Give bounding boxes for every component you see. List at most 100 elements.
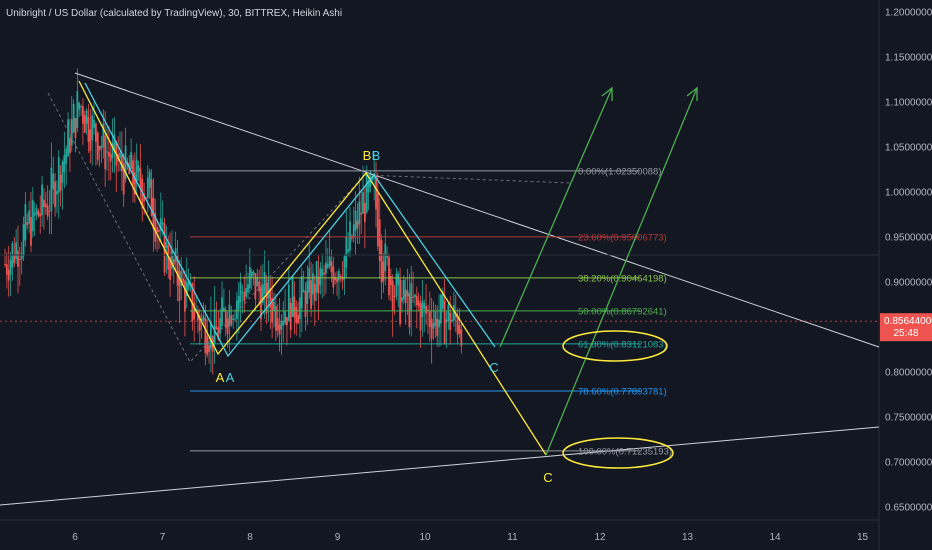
candle-body [325,262,327,274]
candle-body [37,211,40,217]
candle-body [7,269,10,281]
candle-body [41,184,43,215]
candle-body [261,284,264,304]
candle-body [436,318,439,336]
candle-body [39,213,42,217]
candle-body [22,224,25,257]
candle-body [204,318,207,354]
candle-body [304,291,307,317]
candle-body [256,277,259,287]
candle-body [48,210,51,212]
price-tick-label: 1.15000000 [885,53,932,64]
candle-body [332,266,335,288]
candle-body [356,220,359,229]
candle-body [417,300,420,307]
candle-body [102,123,105,148]
candle-body [182,278,184,283]
candle-body [130,152,133,169]
candle-body [145,197,147,199]
candle-body [187,280,190,290]
current-price-tag [880,313,932,342]
candle-body [85,110,88,124]
candle-body [438,319,440,328]
candle-body [208,345,210,353]
bar-countdown-label: 25:48 [893,328,918,339]
candle-body [35,207,38,215]
candle-body [326,263,329,268]
time-tick-label: 9 [335,532,341,543]
candle-body [354,210,357,231]
candle-body [388,256,390,296]
time-tick-label: 13 [682,532,694,543]
candle-body [447,304,450,322]
candle-body [124,145,127,179]
candle-body [132,160,134,185]
candle-body [57,157,60,193]
candle-body [107,151,110,157]
fib-dashed-line [47,92,571,363]
candle-body [18,258,21,261]
candle-body [15,242,18,260]
candle-body [4,264,6,265]
candle-body [67,119,69,157]
fib-level-label: 50.00%(0.86792641) [578,306,667,317]
candle-body [94,123,97,142]
candle-body [206,335,209,355]
green-arrow-2 [545,87,698,456]
time-tick-label: 10 [419,532,431,543]
candle-body [143,193,146,202]
candle-body [113,134,116,151]
candle-body [458,324,461,334]
price-tick-label: 1.10000000 [885,98,932,109]
green-arrow-1-head [601,86,613,101]
wave-label: B [372,148,381,163]
cyan-wave [84,82,496,358]
fib-618-highlight-ellipse [562,330,668,362]
candle-body [70,119,73,146]
candle-body [302,289,305,293]
candle-body [76,91,79,129]
candle-body [176,255,179,286]
candle-body [414,294,416,298]
candle-body [287,284,290,322]
fib-level-label: 61.80%(0.83121083) [578,339,667,350]
time-tick-label: 7 [160,532,166,543]
candle-body [406,290,409,297]
candle-body [282,320,285,326]
candle-body [295,307,298,323]
candle-body [104,135,107,170]
candle-body [271,298,274,323]
fib-level-label: 78.60%(0.77893781) [578,386,667,397]
candle-body [13,255,16,264]
candle-body [345,236,348,268]
price-tick-label: 0.65000000 [885,503,932,514]
candle-body [122,163,125,195]
candle-body [265,282,268,314]
candle-body [239,282,242,303]
time-tick-label: 11 [507,532,518,543]
candle-body [451,319,453,322]
candle-body [371,177,374,180]
candle-body [241,291,244,293]
candle-body [365,172,368,213]
candle-body [404,289,407,304]
candle-body [87,117,90,142]
candle-body [54,181,56,208]
candle-body [219,318,222,334]
candle-body [378,219,381,261]
candle-body [74,118,77,138]
candle-body [425,305,427,314]
candle-body [336,278,338,283]
candle-body [395,273,398,297]
candle-body [453,305,455,321]
candle-body [306,281,309,304]
time-tick-label: 6 [72,532,78,543]
candle-body [230,315,233,325]
candle-body [135,159,138,184]
candle-body [93,119,95,128]
candle-body [323,272,325,275]
